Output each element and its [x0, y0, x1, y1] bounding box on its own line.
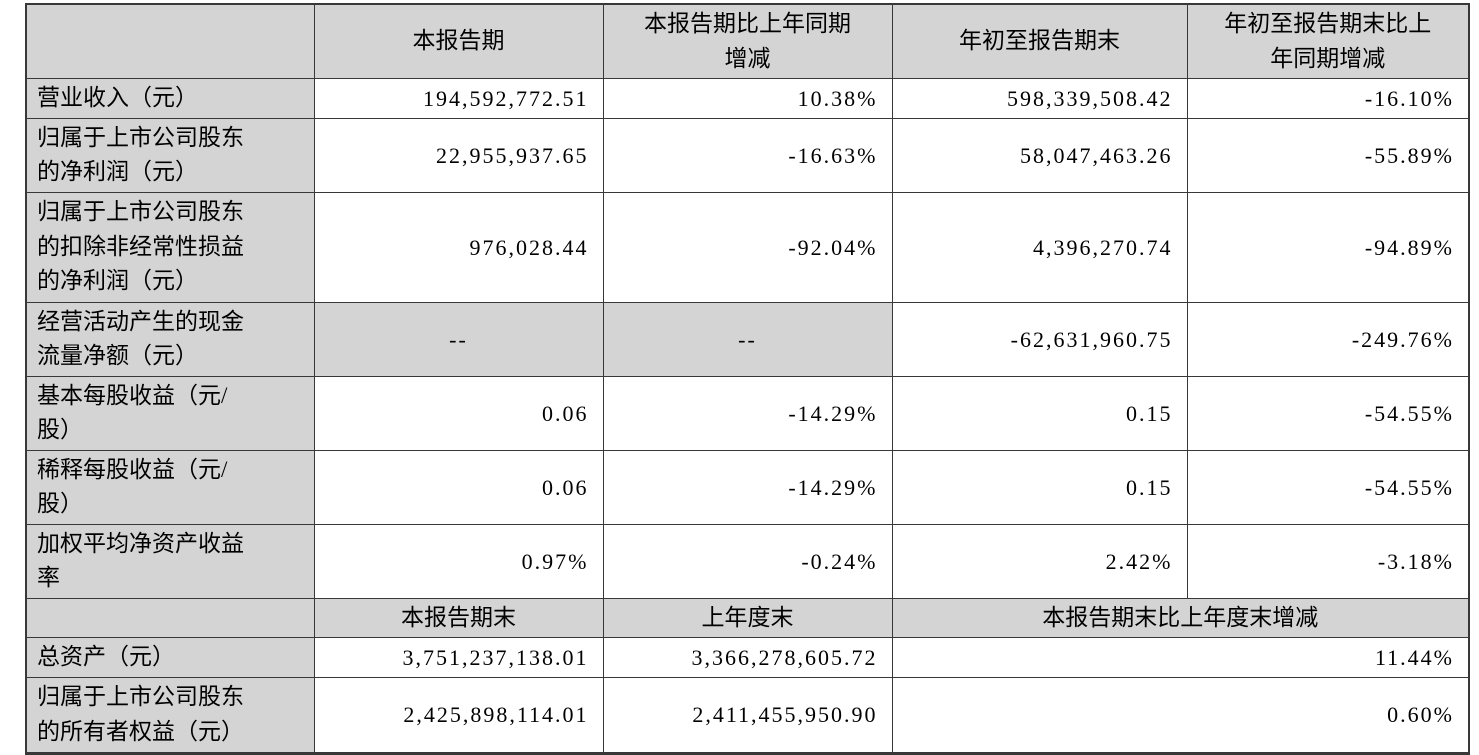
ytd-cell: 598,339,508.42: [891, 78, 1188, 119]
metric-row-diluted-eps: 稀释每股收益（元/ 股） 0.06 -14.29% 0.15 -54.55%: [25, 449, 1470, 525]
ytd-yoy-cell: -249.76%: [1186, 301, 1470, 377]
ytd-yoy-cell: -3.18%: [1186, 523, 1470, 599]
header-row: 本报告期 本报告期比上年同期 增减 年初至报告期末 年初至报告期末比上 年同期增…: [25, 3, 1470, 79]
ytd-cell: 0.15: [891, 449, 1188, 525]
ytd-yoy-cell: -55.89%: [1186, 117, 1470, 193]
metric-label: 基本每股收益（元/ 股）: [25, 375, 315, 451]
metric-label: 归属于上市公司股东 的所有者权益（元）: [25, 676, 315, 754]
metric-label: 加权平均净资产收益 率: [25, 523, 315, 599]
prior-year-end-cell: 3,366,278,605.72: [602, 637, 893, 678]
current-period-cell: 0.97%: [313, 523, 604, 599]
ytd-yoy-cell: -16.10%: [1186, 78, 1470, 119]
subheader-corner-cell: [25, 597, 315, 638]
current-yoy-cell: -0.24%: [602, 523, 893, 599]
metric-row-operating-revenue: 营业收入（元） 194,592,772.51 10.38% 598,339,50…: [25, 78, 1470, 119]
current-yoy-cell: -14.29%: [602, 375, 893, 451]
change-cell: 11.44%: [891, 637, 1470, 678]
ytd-yoy-cell: -94.89%: [1186, 191, 1470, 303]
subheader-change: 本报告期末比上年度末增减: [891, 597, 1470, 638]
ytd-cell: 58,047,463.26: [891, 117, 1188, 193]
balance-row-equity: 归属于上市公司股东 的所有者权益（元） 2,425,898,114.01 2,4…: [25, 676, 1470, 754]
metric-row-net-profit: 归属于上市公司股东 的净利润（元） 22,955,937.65 -16.63% …: [25, 117, 1470, 193]
balance-row-total-assets: 总资产（元） 3,751,237,138.01 3,366,278,605.72…: [25, 637, 1470, 678]
financial-summary-table: 本报告期 本报告期比上年同期 增减 年初至报告期末 年初至报告期末比上 年同期增…: [25, 3, 1470, 755]
current-yoy-cell: 10.38%: [602, 78, 893, 119]
balance-subheader-row: 本报告期末 上年度末 本报告期末比上年度末增减: [25, 597, 1470, 638]
prior-year-end-cell: 2,411,455,950.90: [602, 676, 893, 754]
period-end-cell: 3,751,237,138.01: [313, 637, 604, 678]
period-end-cell: 2,425,898,114.01: [313, 676, 604, 754]
header-corner-cell: [25, 3, 315, 79]
current-period-cell: 22,955,937.65: [313, 117, 604, 193]
subheader-period-end: 本报告期末: [313, 597, 604, 638]
header-ytd-yoy: 年初至报告期末比上 年同期增减: [1186, 3, 1470, 79]
financial-report-page: { "colors": { "cell_bg_gray": "#d4d4d4",…: [25, 3, 1470, 755]
current-period-cell: 194,592,772.51: [313, 78, 604, 119]
current-yoy-cell: -16.63%: [602, 117, 893, 193]
metric-row-net-profit-excl-nonrecurring: 归属于上市公司股东 的扣除非经常性损益 的净利润（元） 976,028.44 -…: [25, 191, 1470, 303]
current-yoy-cell: -92.04%: [602, 191, 893, 303]
current-period-cell: 976,028.44: [313, 191, 604, 303]
ytd-cell: 2.42%: [891, 523, 1188, 599]
metric-label: 稀释每股收益（元/ 股）: [25, 449, 315, 525]
metric-row-basic-eps: 基本每股收益（元/ 股） 0.06 -14.29% 0.15 -54.55%: [25, 375, 1470, 451]
current-period-cell: 0.06: [313, 375, 604, 451]
metric-row-operating-cash-flow: 经营活动产生的现金 流量净额（元） -- -- -62,631,960.75 -…: [25, 301, 1470, 377]
header-current-period-yoy: 本报告期比上年同期 增减: [602, 3, 893, 79]
subheader-prior-year-end: 上年度末: [602, 597, 893, 638]
current-period-cell: 0.06: [313, 449, 604, 525]
change-cell: 0.60%: [891, 676, 1470, 754]
metric-label: 经营活动产生的现金 流量净额（元）: [25, 301, 315, 377]
ytd-cell: 0.15: [891, 375, 1188, 451]
current-yoy-cell: --: [602, 301, 893, 377]
ytd-cell: 4,396,270.74: [891, 191, 1188, 303]
ytd-yoy-cell: -54.55%: [1186, 449, 1470, 525]
current-yoy-cell: -14.29%: [602, 449, 893, 525]
header-ytd: 年初至报告期末: [891, 3, 1188, 79]
metric-label: 归属于上市公司股东 的扣除非经常性损益 的净利润（元）: [25, 191, 315, 303]
metric-row-weighted-avg-roe: 加权平均净资产收益 率 0.97% -0.24% 2.42% -3.18%: [25, 523, 1470, 599]
ytd-yoy-cell: -54.55%: [1186, 375, 1470, 451]
metric-label: 归属于上市公司股东 的净利润（元）: [25, 117, 315, 193]
current-period-cell: --: [313, 301, 604, 377]
ytd-cell: -62,631,960.75: [891, 301, 1188, 377]
metric-label: 总资产（元）: [25, 637, 315, 678]
header-current-period: 本报告期: [313, 3, 604, 79]
metric-label: 营业收入（元）: [25, 78, 315, 119]
